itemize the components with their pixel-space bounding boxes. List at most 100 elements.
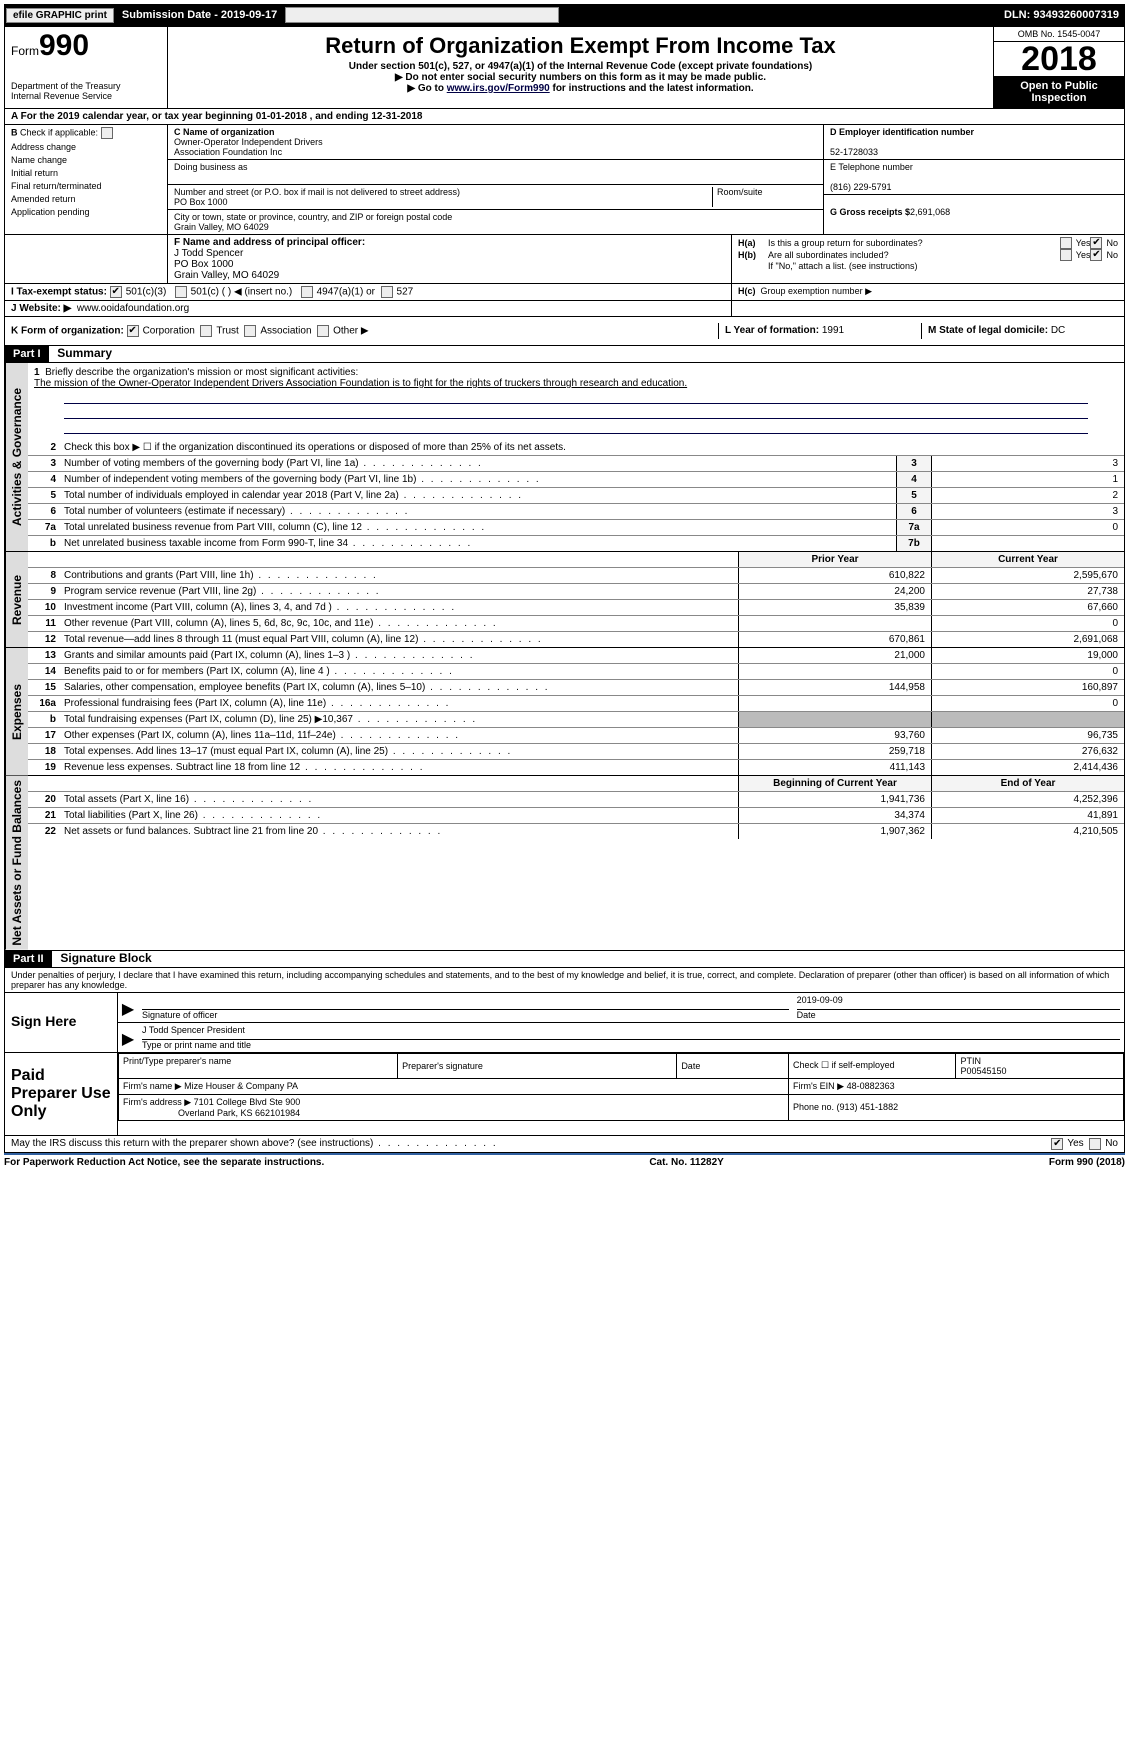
- sign-here-label: Sign Here: [5, 993, 118, 1052]
- row-klm: K Form of organization: Corporation Trus…: [4, 317, 1125, 346]
- expenses-vlabel: Expenses: [5, 648, 28, 775]
- gross-receipts-cell: G Gross receipts $2,691,068: [824, 195, 1124, 219]
- discuss-no[interactable]: [1089, 1138, 1101, 1150]
- expenses-section: Expenses 13Grants and similar amounts pa…: [4, 648, 1125, 776]
- part2-title: Signature Block: [54, 949, 157, 967]
- summary-line: 9Program service revenue (Part VIII, lin…: [28, 584, 1124, 600]
- phone-cell: E Telephone number (816) 229-5791: [824, 160, 1124, 195]
- summary-line: bNet unrelated business taxable income f…: [28, 536, 1124, 551]
- part1-header-row: Part I Summary: [4, 346, 1125, 363]
- form-trust[interactable]: [200, 325, 212, 337]
- perjury-text: Under penalties of perjury, I declare th…: [4, 968, 1125, 993]
- ha-no[interactable]: [1090, 237, 1102, 249]
- mission-block: 1 Briefly describe the organization's mi…: [28, 363, 1124, 440]
- row-j: J Website: ▶ www.ooidafoundation.org: [4, 301, 1125, 317]
- summary-line: 19Revenue less expenses. Subtract line 1…: [28, 760, 1124, 775]
- governance-section: Activities & Governance 1 Briefly descri…: [4, 363, 1125, 552]
- check-final-return: Final return/terminated: [11, 181, 161, 191]
- check-pending: Application pending: [11, 207, 161, 217]
- blank-button: [285, 7, 559, 23]
- summary-line: 12Total revenue—add lines 8 through 11 (…: [28, 632, 1124, 647]
- summary-line: 6Total number of volunteers (estimate if…: [28, 504, 1124, 520]
- ha-yes[interactable]: [1060, 237, 1072, 249]
- check-initial-return: Initial return: [11, 168, 161, 178]
- discuss-row: May the IRS discuss this return with the…: [4, 1136, 1125, 1153]
- paid-preparer-section: Paid Preparer Use Only Print/Type prepar…: [4, 1053, 1125, 1136]
- summary-line: 3Number of voting members of the governi…: [28, 456, 1124, 472]
- city-cell: City or town, state or province, country…: [168, 210, 823, 234]
- form-title: Return of Organization Exempt From Incom…: [172, 33, 989, 59]
- tax-501c3[interactable]: [110, 286, 122, 298]
- form-corp[interactable]: [127, 325, 139, 337]
- tax-year: 2018: [994, 42, 1124, 76]
- tax-501c[interactable]: [175, 286, 187, 298]
- row-i: I Tax-exempt status: 501(c)(3) 501(c) ( …: [4, 284, 1125, 301]
- top-bar: efile GRAPHIC print Submission Date - 20…: [4, 4, 1125, 26]
- summary-line: 10Investment income (Part VIII, column (…: [28, 600, 1124, 616]
- form-header: Form990 Department of the Treasury Inter…: [4, 26, 1125, 109]
- summary-line: 18Total expenses. Add lines 13–17 (must …: [28, 744, 1124, 760]
- tax-527[interactable]: [381, 286, 393, 298]
- summary-line: 4Number of independent voting members of…: [28, 472, 1124, 488]
- hb-yes[interactable]: [1060, 249, 1072, 261]
- netassets-section: Net Assets or Fund Balances Beginning of…: [4, 776, 1125, 951]
- hb-no[interactable]: [1090, 249, 1102, 261]
- footer-left: For Paperwork Reduction Act Notice, see …: [4, 1157, 324, 1168]
- summary-line: 15Salaries, other compensation, employee…: [28, 680, 1124, 696]
- summary-line: 11Other revenue (Part VIII, column (A), …: [28, 616, 1124, 632]
- footer-right: Form 990 (2018): [1049, 1157, 1125, 1168]
- check-address-change: Address change: [11, 142, 161, 152]
- summary-line: 20Total assets (Part X, line 16)1,941,73…: [28, 792, 1124, 808]
- discuss-yes[interactable]: [1051, 1138, 1063, 1150]
- org-name-cell: C Name of organization Owner-Operator In…: [168, 125, 823, 160]
- part2-header-row: Part II Signature Block: [4, 951, 1125, 968]
- revenue-section: Revenue Prior Year Current Year 8Contrib…: [4, 552, 1125, 648]
- check-amended: Amended return: [11, 194, 161, 204]
- form-number: Form990: [11, 29, 161, 63]
- summary-line: 22Net assets or fund balances. Subtract …: [28, 824, 1124, 839]
- check-name-change: Name change: [11, 155, 161, 165]
- efile-button[interactable]: efile GRAPHIC print: [6, 8, 114, 23]
- street-cell: Number and street (or P.O. box if mail i…: [168, 185, 823, 210]
- sign-arrow-icon: ▶: [118, 993, 138, 1022]
- paid-preparer-label: Paid Preparer Use Only: [5, 1053, 118, 1135]
- irs-link[interactable]: www.irs.gov/Form990: [447, 83, 550, 94]
- governance-vlabel: Activities & Governance: [5, 363, 28, 551]
- netassets-vlabel: Net Assets or Fund Balances: [5, 776, 28, 950]
- preparer-table: Print/Type preparer's name Preparer's si…: [118, 1053, 1124, 1121]
- sign-here-section: Sign Here ▶ Signature of officer 2019-09…: [4, 993, 1125, 1053]
- submission-date: Submission Date - 2019-09-17: [116, 9, 283, 21]
- part1-title: Summary: [51, 344, 118, 362]
- summary-line: 8Contributions and grants (Part VIII, li…: [28, 568, 1124, 584]
- sign-arrow-icon: ▶: [118, 1023, 138, 1052]
- summary-line: 13Grants and similar amounts paid (Part …: [28, 648, 1124, 664]
- summary-line: 21Total liabilities (Part X, line 26)34,…: [28, 808, 1124, 824]
- department: Department of the Treasury Internal Reve…: [11, 81, 161, 101]
- dba-cell: Doing business as: [168, 160, 823, 185]
- checkbox[interactable]: [101, 127, 113, 139]
- form-other[interactable]: [317, 325, 329, 337]
- section-bcdeg: B Check if applicable: Address change Na…: [4, 125, 1125, 235]
- line-2: 2Check this box ▶ ☐ if the organization …: [28, 440, 1124, 456]
- summary-line: 14Benefits paid to or for members (Part …: [28, 664, 1124, 680]
- revenue-header: Prior Year Current Year: [28, 552, 1124, 568]
- part1-label: Part I: [5, 346, 49, 362]
- open-to-public: Open to Public Inspection: [994, 76, 1124, 108]
- dln: DLN: 93493260007319: [998, 9, 1125, 21]
- subtitle-3: ▶ Go to www.irs.gov/Form990 for instruct…: [172, 83, 989, 94]
- summary-line: 16aProfessional fundraising fees (Part I…: [28, 696, 1124, 712]
- part2-label: Part II: [5, 951, 52, 967]
- ein-cell: D Employer identification number 52-1728…: [824, 125, 1124, 160]
- footer-center: Cat. No. 11282Y: [649, 1157, 723, 1168]
- tax-4947[interactable]: [301, 286, 313, 298]
- form-assoc[interactable]: [244, 325, 256, 337]
- summary-line: 5Total number of individuals employed in…: [28, 488, 1124, 504]
- subtitle-2: ▶ Do not enter social security numbers o…: [172, 72, 989, 83]
- summary-line: 7aTotal unrelated business revenue from …: [28, 520, 1124, 536]
- netassets-header: Beginning of Current Year End of Year: [28, 776, 1124, 792]
- summary-line: 17Other expenses (Part IX, column (A), l…: [28, 728, 1124, 744]
- subtitle-1: Under section 501(c), 527, or 4947(a)(1)…: [172, 61, 989, 72]
- row-a-calendar-year: A For the 2019 calendar year, or tax yea…: [4, 109, 1125, 125]
- revenue-vlabel: Revenue: [5, 552, 28, 647]
- summary-line: bTotal fundraising expenses (Part IX, co…: [28, 712, 1124, 728]
